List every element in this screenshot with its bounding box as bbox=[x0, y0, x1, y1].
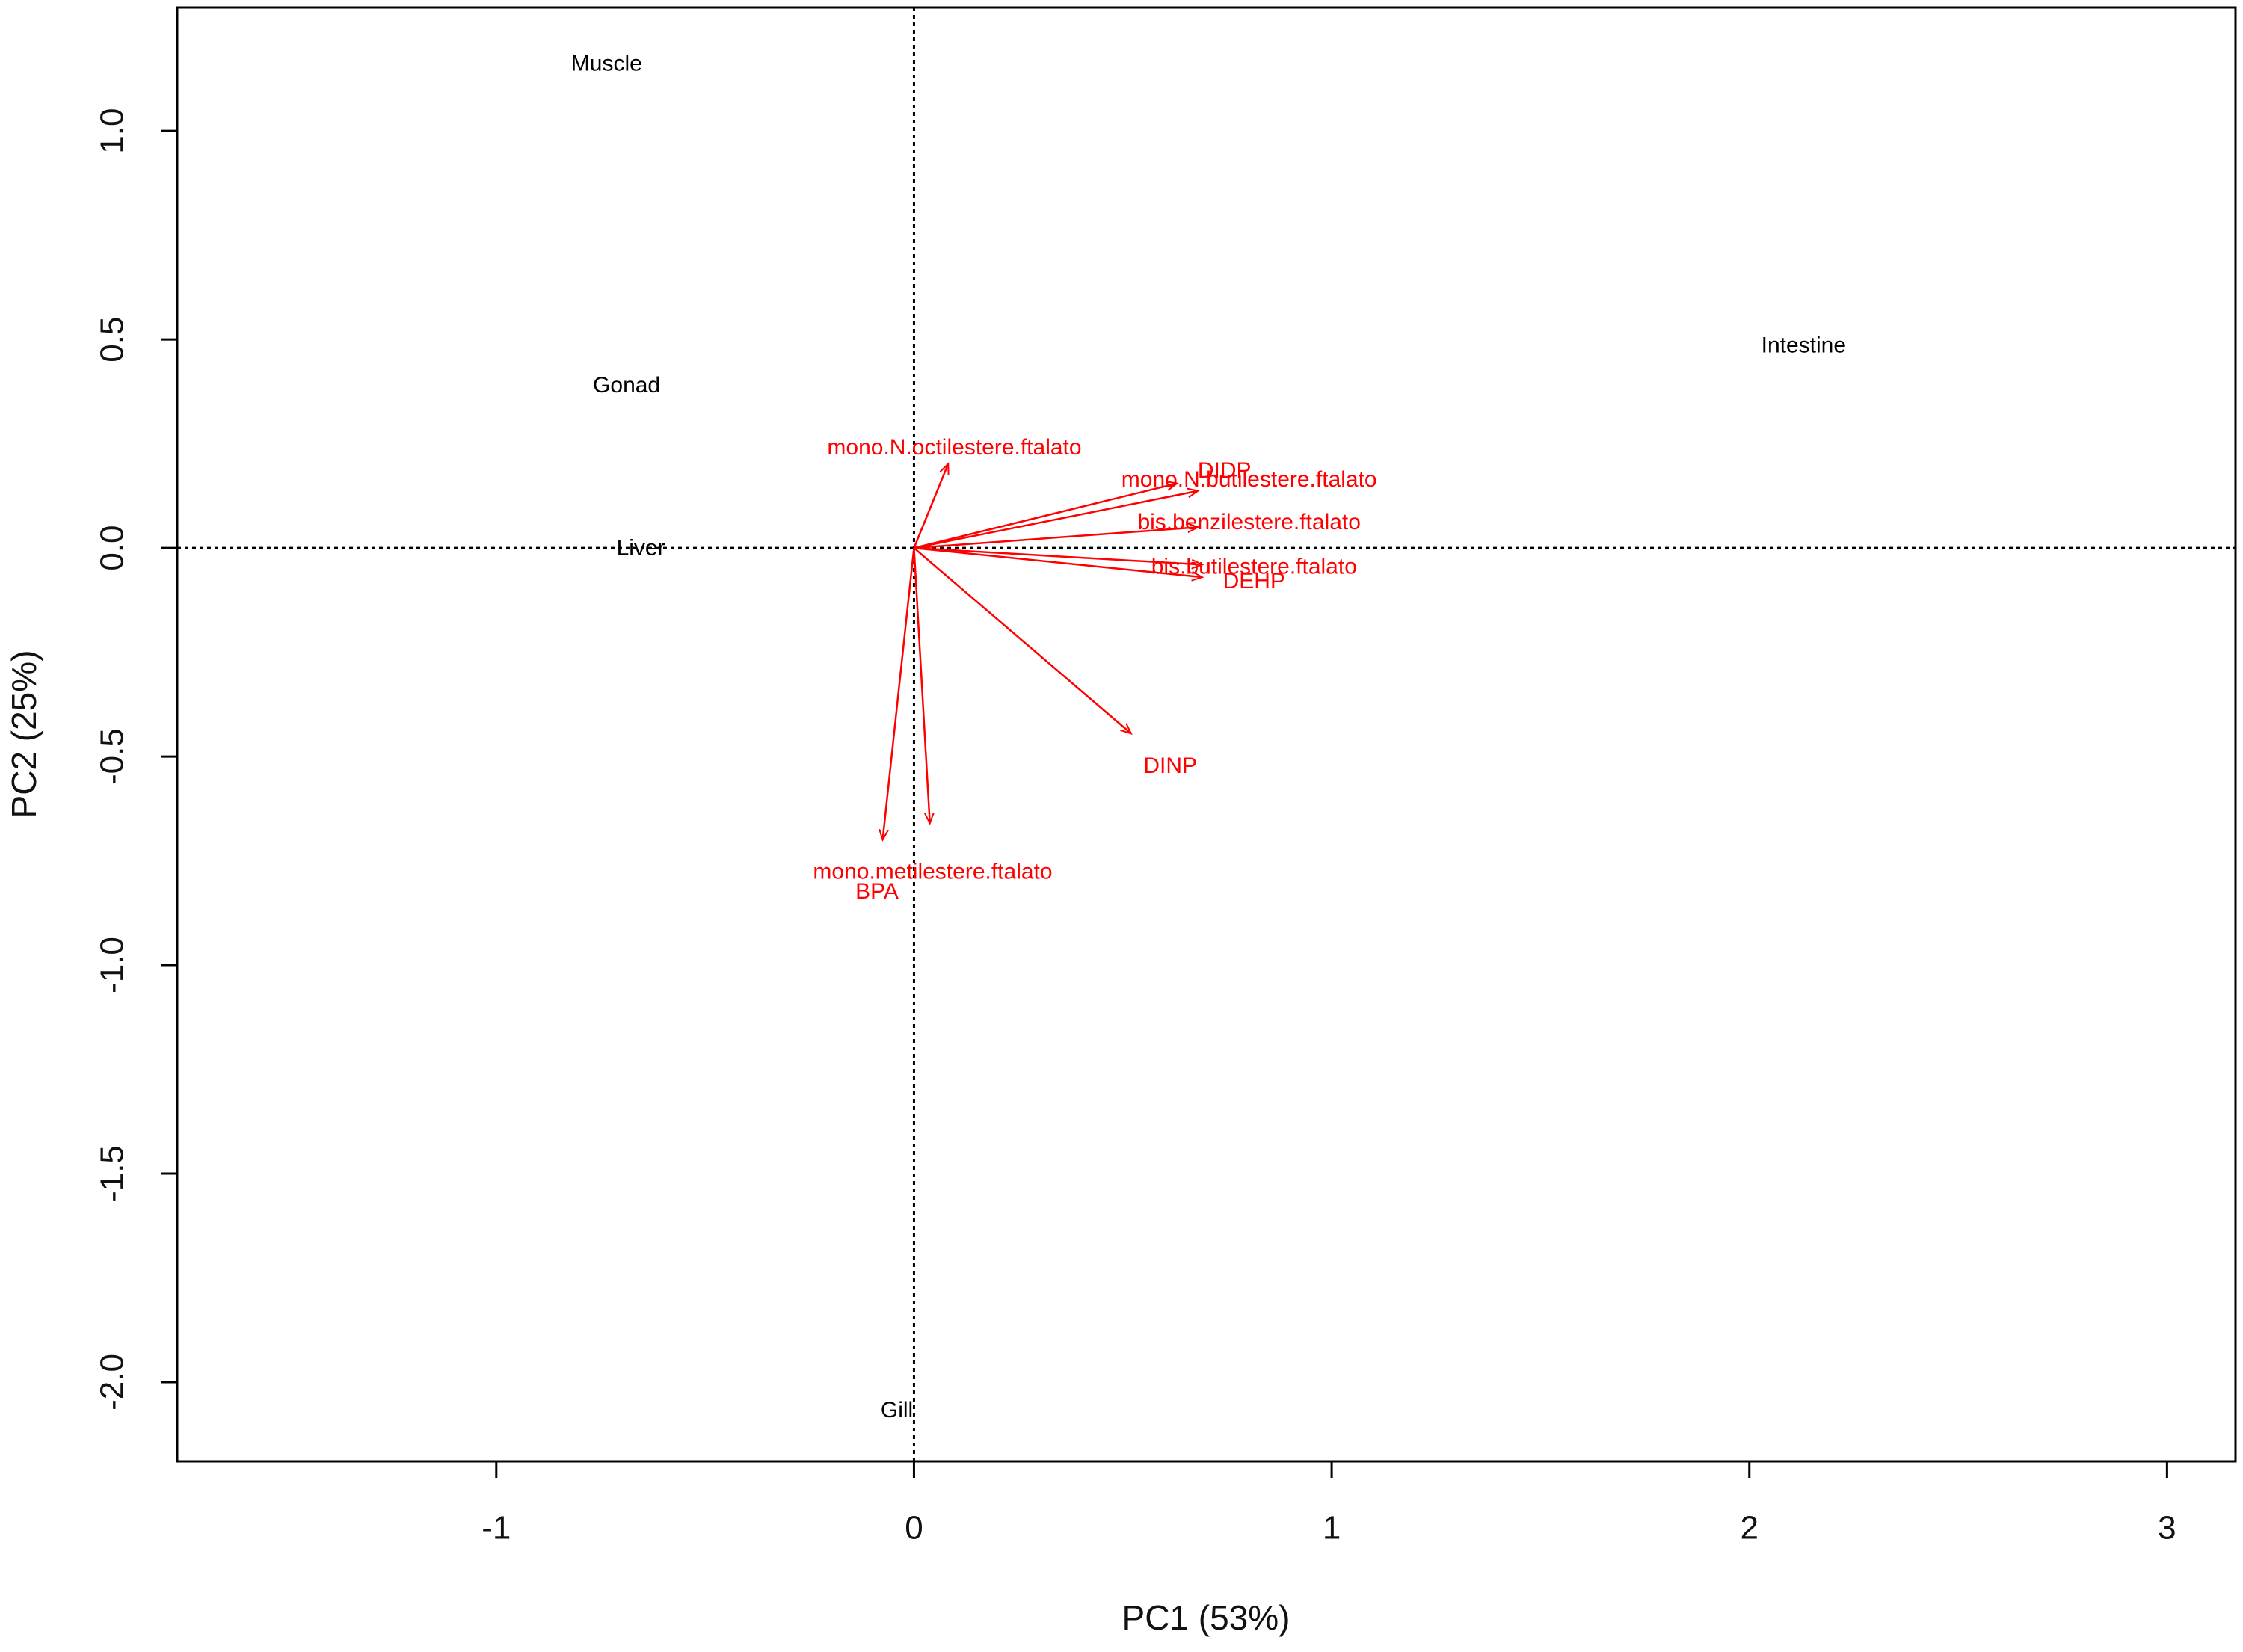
sample-label: Liver bbox=[617, 536, 665, 561]
loading-arrow bbox=[883, 547, 915, 840]
y-tick-label: 1.0 bbox=[94, 108, 131, 154]
x-tick-label: -1 bbox=[481, 1510, 511, 1547]
loading-label: mono.metilestere.ftalato bbox=[813, 860, 1052, 884]
y-axis-title: PC2 (25%) bbox=[4, 650, 43, 819]
loading-label: DINP bbox=[1143, 753, 1197, 778]
x-tick-label: 2 bbox=[1740, 1510, 1758, 1547]
sample-label: Muscle bbox=[571, 51, 642, 75]
loading-arrow bbox=[913, 547, 1130, 733]
y-tick-label: 0.5 bbox=[94, 317, 131, 363]
sample-label: Gill bbox=[881, 1398, 913, 1423]
y-tick-label: 0.0 bbox=[94, 526, 131, 571]
loading-arrow bbox=[913, 463, 948, 549]
loading-label: mono.N.octilestere.ftalato bbox=[827, 435, 1081, 460]
x-tick-label: 0 bbox=[905, 1510, 923, 1547]
loading-arrow bbox=[913, 548, 929, 823]
loading-arrow bbox=[914, 484, 1177, 549]
y-tick-label: -1.5 bbox=[94, 1145, 131, 1202]
loading-label: mono.N.butilestere.ftalato bbox=[1122, 467, 1377, 492]
x-axis-title: PC1 (53%) bbox=[1122, 1598, 1290, 1637]
plot-frame bbox=[176, 6, 2237, 1463]
y-tick-label: -2.0 bbox=[94, 1354, 131, 1411]
y-tick-label: -1.0 bbox=[94, 937, 131, 993]
loading-arrow bbox=[914, 527, 1198, 549]
x-tick-label: 3 bbox=[2158, 1510, 2176, 1547]
loading-arrow bbox=[914, 546, 1202, 564]
x-tick-label: 1 bbox=[1323, 1510, 1341, 1547]
loading-label: DIDP bbox=[1198, 458, 1252, 483]
loading-label: bis.benzilestere.ftalato bbox=[1137, 510, 1361, 534]
loading-label: bis.butilestere.ftalato bbox=[1151, 554, 1357, 579]
y-tick-label: -0.5 bbox=[94, 728, 131, 785]
loading-label: DEHP bbox=[1223, 569, 1285, 594]
sample-label: Intestine bbox=[1762, 333, 1846, 358]
sample-label: Gonad bbox=[593, 373, 660, 398]
loading-arrow bbox=[914, 491, 1198, 549]
loading-arrow bbox=[914, 546, 1202, 577]
loading-label: BPA bbox=[855, 879, 899, 904]
